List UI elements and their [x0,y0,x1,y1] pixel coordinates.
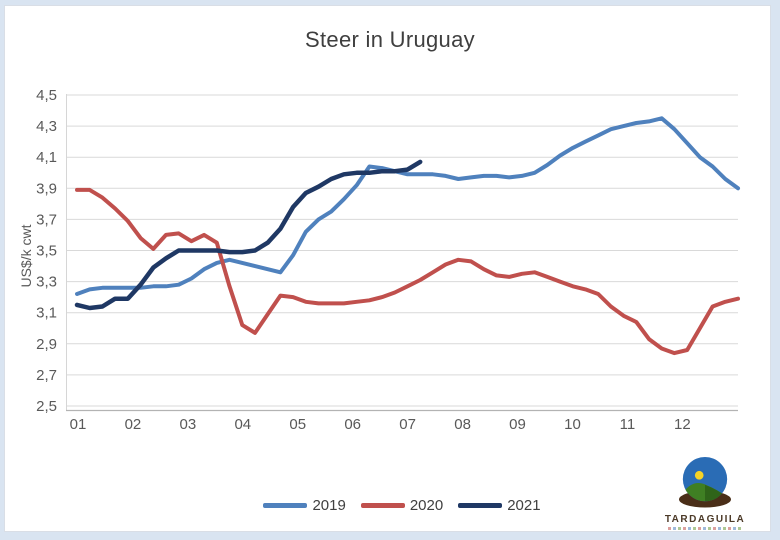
legend-label-2021: 2021 [507,497,541,514]
globe-hill-icon [679,456,731,508]
logo-subtext-strip [668,527,742,530]
chart-frame [4,5,771,532]
y-axis-label: US$/k cwt [18,224,34,288]
legend-swatch-2020-icon [360,503,405,508]
legend-swatch-2021-icon [458,503,503,508]
tardaguila-logo: TARDAGUILA [658,456,752,530]
legend-item-2020: 2020 [360,497,444,514]
legend-item-2019: 2019 [263,497,346,514]
chart-title: Steer in Uruguay [305,27,475,52]
legend-label-2019: 2019 [312,497,346,514]
legend-swatch-2019-icon [263,503,308,508]
legend-label-2020: 2020 [409,497,444,514]
chart-legend: 2019 2020 2021 [66,497,738,514]
logo-text: TARDAGUILA [664,514,746,525]
legend-item-2021: 2021 [458,497,541,514]
